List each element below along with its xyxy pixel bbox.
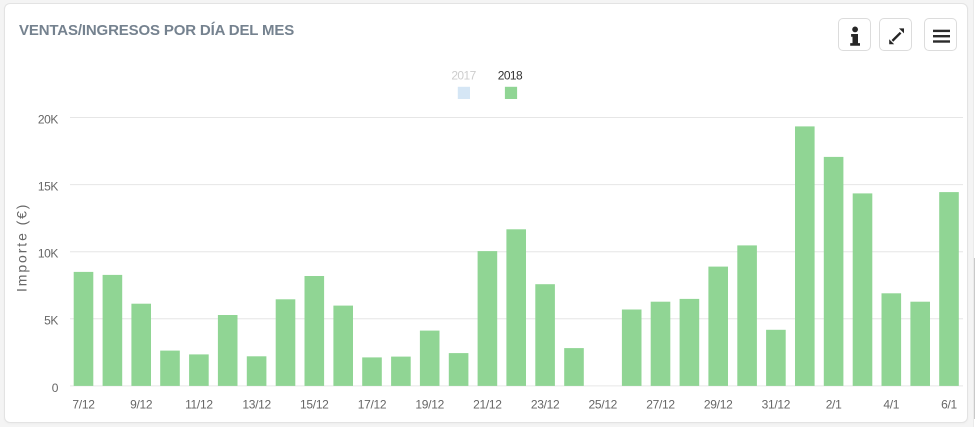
svg-text:11/12: 11/12 — [185, 398, 213, 412]
svg-text:9/12: 9/12 — [130, 398, 153, 412]
svg-text:2/1: 2/1 — [826, 398, 842, 412]
svg-text:31/12: 31/12 — [762, 398, 791, 412]
svg-text:20K: 20K — [38, 112, 59, 126]
svg-text:21/12: 21/12 — [473, 398, 502, 412]
svg-text:4/1: 4/1 — [883, 398, 899, 412]
svg-text:17/12: 17/12 — [358, 398, 387, 412]
svg-text:2017: 2017 — [451, 68, 476, 82]
svg-text:Importe (€): Importe (€) — [14, 203, 30, 292]
svg-text:6/1: 6/1 — [941, 398, 957, 412]
svg-text:29/12: 29/12 — [704, 398, 733, 412]
svg-text:7/12: 7/12 — [72, 398, 95, 412]
svg-text:2018: 2018 — [498, 68, 523, 82]
svg-text:5K: 5K — [44, 314, 58, 328]
svg-text:23/12: 23/12 — [531, 398, 560, 412]
svg-text:15/12: 15/12 — [300, 398, 329, 412]
svg-text:27/12: 27/12 — [646, 398, 675, 412]
svg-text:10K: 10K — [38, 247, 59, 261]
svg-text:13/12: 13/12 — [242, 398, 271, 412]
svg-text:15K: 15K — [38, 180, 59, 194]
svg-text:25/12: 25/12 — [589, 398, 618, 412]
svg-text:0: 0 — [52, 381, 59, 395]
svg-text:19/12: 19/12 — [415, 398, 444, 412]
